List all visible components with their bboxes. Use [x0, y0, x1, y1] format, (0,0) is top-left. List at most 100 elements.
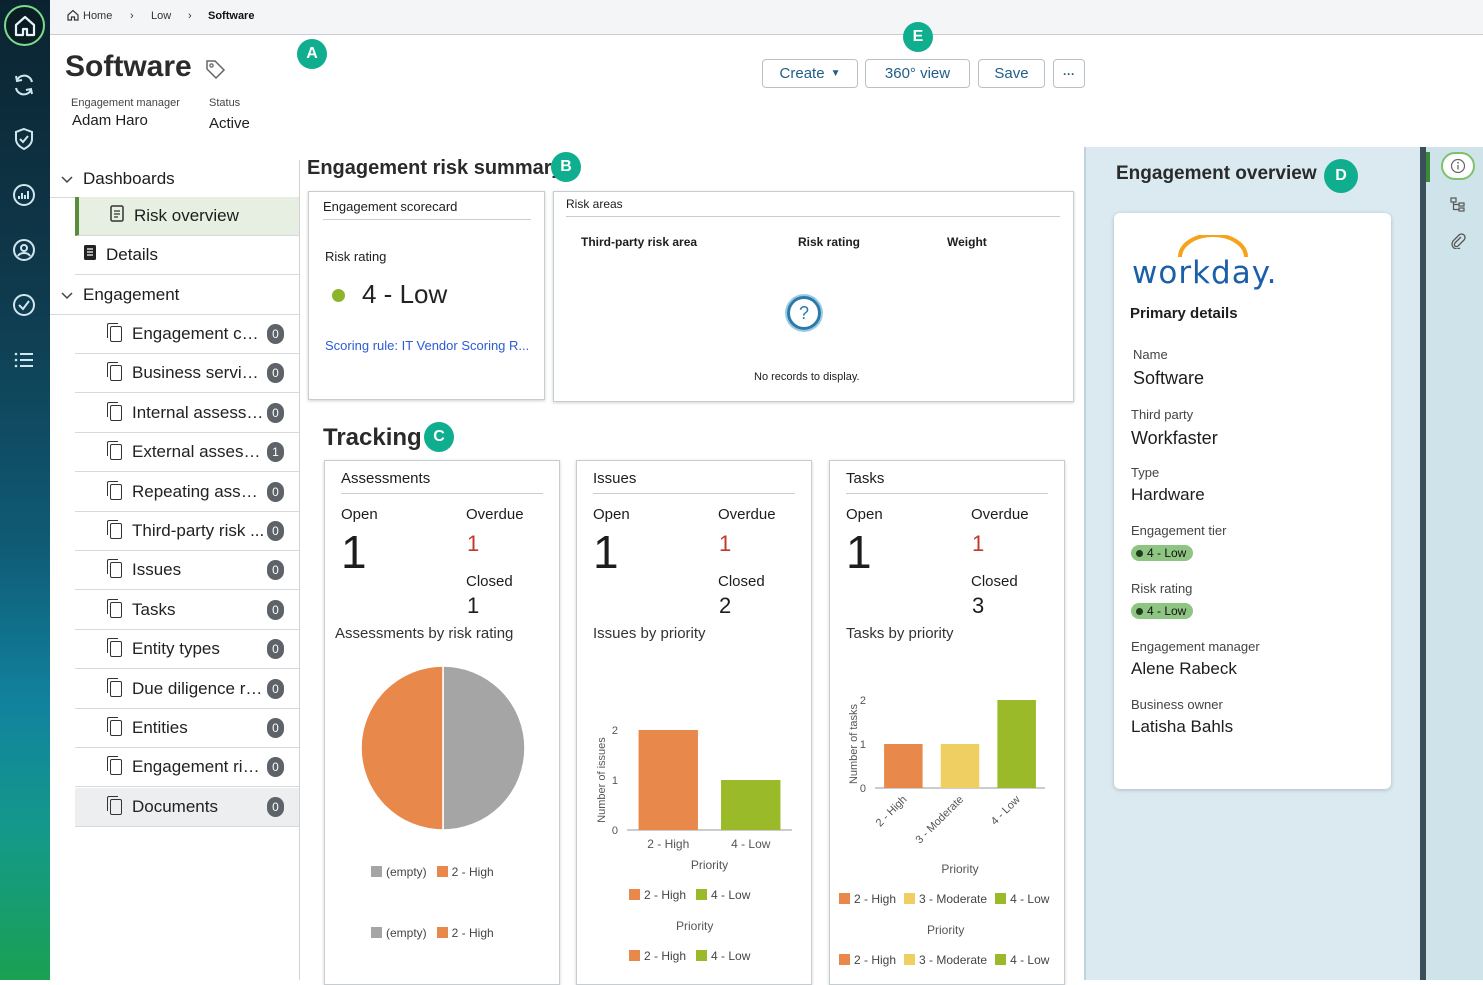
home-icon[interactable]: [4, 5, 45, 46]
issues-legend-duplicate: 2 - High 4 - Low: [629, 949, 750, 963]
assessments-closed-value[interactable]: 1: [467, 593, 480, 618]
nav-item[interactable]: Entities 0: [75, 709, 299, 748]
col-weight[interactable]: Weight: [947, 235, 987, 249]
legend-low[interactable]: 4 - Low: [1010, 953, 1050, 967]
nav-item[interactable]: Engagement con... 0: [75, 315, 299, 354]
bar-3-moderate[interactable]: [940, 744, 980, 788]
pie-slice-high[interactable]: [360, 665, 444, 831]
check-circle-icon[interactable]: [9, 290, 39, 320]
legend-high[interactable]: 2 - High: [644, 949, 687, 963]
nav-item[interactable]: External assessm... 1: [75, 433, 299, 473]
col-risk-rating[interactable]: Risk rating: [798, 235, 861, 249]
scoring-rule-link[interactable]: Scoring rule: IT Vendor Scoring R...: [325, 338, 530, 353]
nav-group-dashboards[interactable]: Dashboards: [50, 160, 299, 198]
status-value: Active: [209, 115, 250, 132]
document-icon: [107, 480, 122, 500]
bar-4-low[interactable]: [997, 700, 1036, 788]
home-breadcrumb-icon[interactable]: [67, 9, 79, 24]
nav-item-count-badge: 0: [267, 718, 284, 738]
legend-high[interactable]: 2 - High: [854, 953, 897, 967]
col-third-party-risk-area[interactable]: Third-party risk area: [581, 235, 698, 249]
nav-item-details[interactable]: Details: [75, 236, 299, 275]
bar-2-high[interactable]: [884, 744, 923, 788]
nav-item[interactable]: Due diligence re... 0: [75, 670, 299, 709]
bar-2-high[interactable]: [638, 730, 698, 830]
hierarchy-icon[interactable]: [1450, 197, 1466, 218]
nav-item[interactable]: Issues 0: [75, 551, 299, 591]
nav-item-label: Tasks: [132, 599, 176, 619]
manager-label: Engagement manager: [1131, 639, 1260, 654]
breadcrumb-home[interactable]: Home: [83, 10, 113, 22]
tasks-legend-duplicate: 2 - High 3 - Moderate 4 - Low: [839, 953, 1049, 967]
y-axis-title: Number of issues: [596, 737, 608, 823]
legend-high[interactable]: 2 - High: [451, 865, 494, 879]
assessments-overdue-value[interactable]: 1: [467, 531, 480, 556]
name-value: Software: [1133, 368, 1205, 388]
y-tick-label: 1: [860, 739, 866, 751]
tasks-closed-value[interactable]: 3: [972, 593, 985, 618]
tasks-open-value[interactable]: 1: [846, 526, 872, 578]
tasks-closed-label: Closed: [971, 573, 1018, 590]
overview-card: workday. Primary details Name Software T…: [1114, 213, 1391, 789]
nav-group-engagement[interactable]: Engagement: [50, 276, 299, 315]
nav-item-label: Engagement risk...: [132, 757, 267, 777]
bar-4-low[interactable]: [721, 780, 781, 830]
legend-high[interactable]: 2 - High: [854, 892, 897, 906]
nav-item[interactable]: Repeating assess... 0: [75, 473, 299, 512]
shield-check-icon[interactable]: [9, 124, 39, 154]
nav-item[interactable]: Engagement risk... 0: [75, 748, 299, 788]
info-icon[interactable]: [1441, 152, 1475, 180]
app-rail: [0, 0, 50, 980]
legend-empty[interactable]: (empty): [386, 926, 427, 940]
more-options-button[interactable]: ···: [1053, 59, 1085, 88]
legend-moderate[interactable]: 3 - Moderate: [919, 892, 988, 906]
business-owner-value: Latisha Bahls: [1131, 717, 1234, 736]
tasks-overdue-value[interactable]: 1: [972, 531, 985, 556]
issues-overdue-value[interactable]: 1: [719, 531, 732, 556]
legend-low[interactable]: 4 - Low: [711, 949, 751, 963]
nav-item-count-badge: 0: [267, 639, 284, 660]
globe-person-icon[interactable]: [9, 235, 39, 265]
nav-item-risk-overview[interactable]: Risk overview: [75, 197, 299, 236]
attachment-icon[interactable]: [1450, 233, 1466, 254]
pie-slice-empty[interactable]: [442, 665, 526, 831]
issues-closed-value[interactable]: 2: [719, 593, 732, 618]
legend-low[interactable]: 4 - Low: [711, 888, 751, 902]
assessments-open-value[interactable]: 1: [341, 526, 367, 578]
nav-item[interactable]: Business services 0: [75, 354, 299, 394]
legend-swatch-high: [436, 866, 448, 877]
nav-item[interactable]: Entity types 0: [75, 630, 299, 670]
refresh-icon[interactable]: [9, 70, 39, 100]
dashboard-gauge-icon[interactable]: [9, 180, 39, 210]
legend-empty[interactable]: (empty): [386, 865, 427, 879]
panel-scrollbar[interactable]: [1420, 147, 1426, 980]
legend-swatch-high: [839, 954, 850, 965]
panel-divider: [1084, 147, 1086, 980]
risk-rating-label-overview: Risk rating: [1131, 581, 1193, 596]
issues-overdue-label: Overdue: [718, 506, 776, 523]
nav-item[interactable]: Internal assessm... 0: [75, 394, 299, 433]
legend-swatch-high: [629, 950, 640, 961]
legend-high[interactable]: 2 - High: [451, 926, 494, 940]
list-icon[interactable]: [9, 345, 39, 375]
engagement-scorecard-card: Engagement scorecard Risk rating 4 - Low…: [308, 191, 545, 400]
nav-item[interactable]: Tasks 0: [75, 591, 299, 630]
tasks-priority-label-duplicate: Priority: [927, 923, 965, 937]
view-360-button[interactable]: 360° view: [865, 59, 970, 88]
create-button[interactable]: Create ▼: [762, 59, 858, 88]
document-icon: [107, 717, 122, 736]
y-tick-label: 0: [612, 825, 618, 837]
issues-open-value[interactable]: 1: [593, 526, 619, 578]
tasks-card: Tasks Open 1 Overdue 1 Closed 3 Tasks by…: [829, 460, 1065, 985]
breadcrumb-low[interactable]: Low: [151, 10, 172, 22]
legend-low[interactable]: 4 - Low: [1010, 892, 1050, 906]
save-button[interactable]: Save: [978, 59, 1045, 88]
x-axis-title: Priority: [691, 858, 728, 872]
nav-item-label: Issues: [132, 560, 182, 580]
legend-high[interactable]: 2 - High: [644, 888, 687, 902]
third-party-value[interactable]: Workfaster: [1131, 428, 1218, 448]
tag-icon[interactable]: [205, 59, 227, 84]
legend-moderate[interactable]: 3 - Moderate: [919, 953, 988, 967]
nav-item[interactable]: Third-party risk ... 0: [75, 512, 299, 551]
nav-item[interactable]: Documents 0: [75, 787, 299, 827]
